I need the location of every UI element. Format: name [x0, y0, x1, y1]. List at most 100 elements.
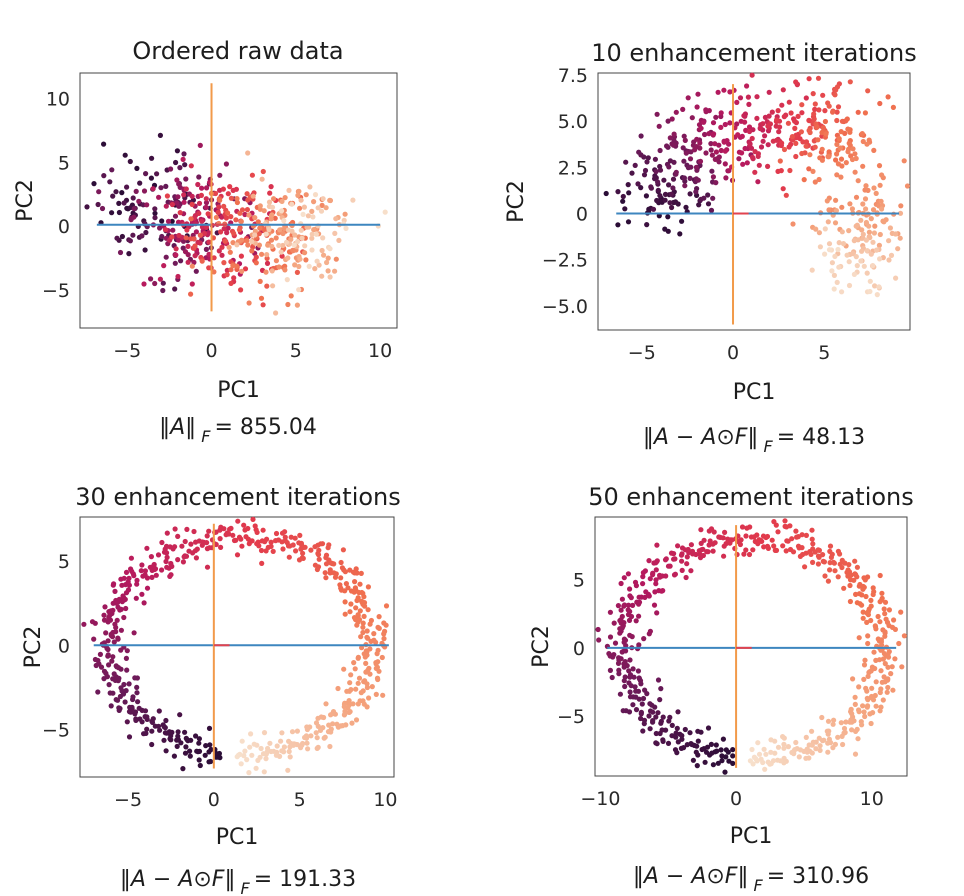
data-point [268, 543, 274, 550]
data-point [273, 530, 280, 537]
data-point [621, 602, 628, 608]
data-point [360, 620, 366, 626]
data-point [158, 185, 164, 191]
data-point [160, 722, 166, 728]
data-point [872, 283, 878, 289]
data-point [835, 161, 842, 167]
data-point [246, 212, 252, 218]
data-point [758, 144, 765, 150]
data-point [823, 131, 829, 137]
data-point [860, 201, 866, 207]
data-point [795, 113, 801, 119]
data-point [279, 730, 285, 736]
data-point [176, 232, 182, 239]
data-point [175, 194, 181, 200]
data-point [127, 158, 133, 165]
data-point [762, 766, 768, 772]
norm-caption: ‖A − A⊙F‖ F = 48.13 [643, 425, 865, 456]
data-point [657, 193, 663, 199]
norm-value: = 310.96 [767, 864, 869, 889]
data-point [244, 207, 250, 213]
y-tick-label: −5.0 [542, 296, 588, 318]
data-point [126, 681, 132, 687]
data-point [363, 669, 369, 675]
data-point [238, 253, 244, 259]
data-point [300, 550, 306, 556]
data-point [257, 203, 263, 209]
data-point [761, 544, 767, 550]
data-point [234, 552, 241, 558]
data-point [206, 239, 212, 245]
data-point [216, 204, 222, 210]
data-point [606, 651, 612, 657]
data-point [264, 283, 270, 289]
data-point [737, 541, 744, 548]
data-point [863, 593, 869, 600]
data-point [143, 171, 149, 177]
data-point [780, 543, 786, 549]
data-point [295, 192, 301, 198]
data-point [119, 190, 125, 196]
data-point [285, 301, 291, 308]
data-point [779, 102, 785, 108]
data-point [183, 235, 189, 241]
data-point [865, 187, 871, 193]
data-point [191, 236, 197, 242]
data-point [172, 544, 178, 550]
data-point [139, 233, 145, 239]
data-point [682, 137, 688, 143]
data-point [138, 568, 144, 574]
plot-frame [79, 72, 398, 329]
panel-title: Ordered raw data [132, 37, 343, 65]
data-point [687, 175, 693, 181]
data-point [765, 163, 771, 169]
data-point [265, 242, 271, 248]
data-point [785, 744, 792, 750]
data-point [679, 736, 685, 742]
data-point [309, 235, 315, 241]
data-point [355, 701, 361, 707]
data-point [780, 186, 786, 192]
data-point [218, 229, 224, 235]
data-point [758, 756, 764, 762]
data-point [348, 601, 354, 607]
data-point [626, 190, 632, 196]
data-point [806, 166, 812, 172]
data-point [792, 125, 798, 131]
data-point [713, 742, 719, 748]
data-point [700, 552, 707, 559]
data-point [261, 208, 267, 214]
data-point [280, 230, 286, 237]
data-point [252, 232, 258, 238]
data-point [189, 193, 195, 199]
data-point [335, 685, 341, 692]
data-point [846, 259, 852, 265]
data-point [284, 277, 290, 283]
data-point [666, 164, 672, 170]
y-tick-label: 2.5 [558, 157, 588, 179]
data-point [341, 704, 347, 710]
data-point [708, 741, 715, 748]
data-point [380, 692, 386, 698]
data-point [359, 645, 365, 651]
data-point [152, 723, 158, 729]
data-point [864, 619, 870, 626]
data-point [654, 558, 660, 564]
data-point [694, 136, 700, 142]
data-point [816, 107, 822, 113]
data-point [149, 728, 155, 734]
data-point [760, 138, 766, 144]
data-point [128, 566, 134, 572]
data-point [381, 631, 387, 637]
data-point [288, 236, 294, 242]
data-point [881, 219, 887, 225]
data-point [159, 567, 165, 573]
data-point [727, 120, 733, 126]
data-point [303, 192, 309, 198]
data-point [206, 528, 212, 534]
data-point [855, 736, 861, 742]
data-point [332, 268, 338, 274]
data-point [851, 577, 857, 583]
data-point [620, 193, 626, 200]
data-point [646, 558, 652, 564]
